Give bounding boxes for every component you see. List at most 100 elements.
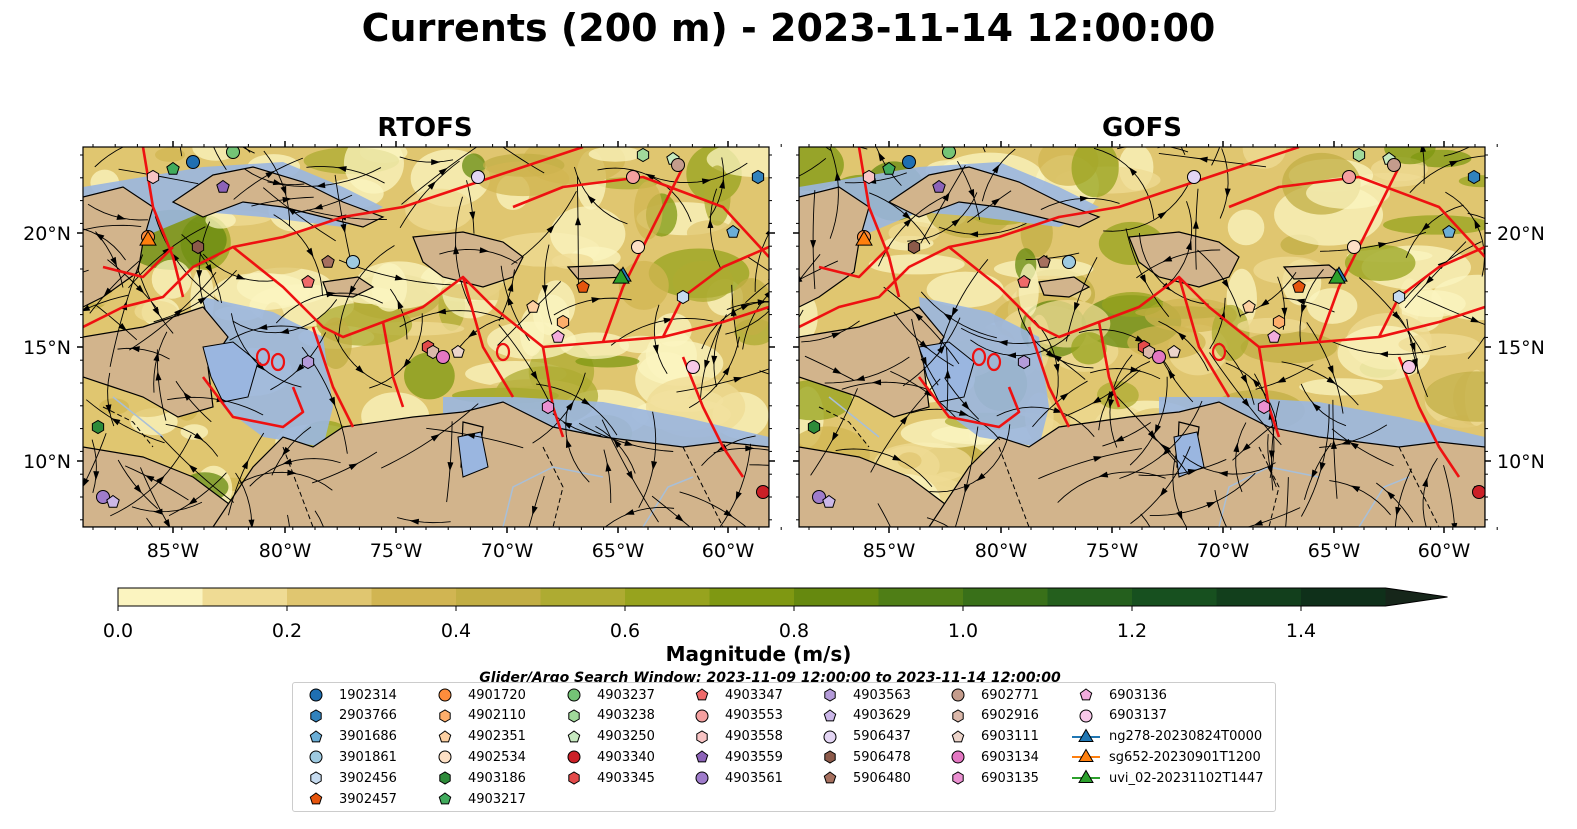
streamline	[124, 465, 189, 501]
streamline-arrow	[1474, 219, 1481, 229]
circle-marker	[951, 688, 965, 702]
hexagon-icon	[952, 709, 964, 723]
legend-item[interactable]: 6902916	[943, 706, 1039, 726]
streamline	[1300, 383, 1347, 427]
legend-item[interactable]: 6902771	[943, 685, 1039, 705]
legend-item[interactable]: uvi_02-20231102T1447	[1071, 768, 1263, 788]
legend-item[interactable]: 4903340	[559, 747, 655, 767]
legend-item[interactable]: 4903563	[815, 685, 911, 705]
legend-item[interactable]: 4901720	[430, 685, 526, 705]
legend-item[interactable]: 4903250	[559, 727, 655, 747]
streamline	[1376, 482, 1414, 523]
legend-item[interactable]: sg652-20230901T1200	[1071, 747, 1261, 767]
legend-item[interactable]: 6903111	[943, 727, 1039, 747]
streamline	[107, 372, 115, 427]
streamline-arrow	[1311, 469, 1318, 479]
hexagon-icon	[952, 771, 964, 785]
pentagon-icon	[823, 771, 837, 784]
streamline	[229, 325, 308, 341]
legend-item[interactable]: 5906478	[815, 747, 911, 767]
streamline	[713, 324, 722, 387]
streamline-arrow	[83, 231, 84, 234]
streamline-arrow	[436, 308, 447, 315]
hexagon-marker	[191, 239, 205, 255]
colorbar-bin	[118, 588, 203, 606]
streamline	[1172, 453, 1188, 527]
triangle-marker	[612, 268, 630, 284]
legend-item[interactable]: ng278-20230824T0000	[1071, 727, 1262, 747]
streamline	[799, 260, 839, 281]
streamline-arrow	[1154, 424, 1161, 434]
current-magnitude-patch	[476, 161, 570, 197]
streamline-arrow	[133, 484, 142, 494]
pentagon-marker	[309, 792, 323, 805]
streamline	[1445, 191, 1485, 277]
hexagon-icon	[568, 771, 580, 785]
pentagon-marker	[551, 329, 565, 343]
pentagon-marker	[309, 729, 323, 742]
streamline	[810, 388, 858, 476]
pentagon-marker	[822, 494, 836, 508]
legend-item[interactable]: 4903559	[687, 747, 783, 767]
streamline	[263, 150, 291, 227]
country-border	[998, 446, 1030, 527]
legend-item[interactable]: 3901861	[301, 747, 397, 767]
legend-item[interactable]: 4903347	[687, 685, 783, 705]
circle-marker	[309, 750, 323, 764]
legend-item[interactable]: 6903135	[943, 768, 1039, 788]
circle-marker	[346, 255, 360, 269]
streamline-arrow	[613, 439, 622, 448]
legend-item[interactable]: 6903136	[1071, 685, 1167, 705]
streamline-arrow	[279, 328, 290, 335]
streamline-arrow	[951, 218, 961, 227]
circle-marker	[671, 158, 685, 172]
streamline-arrow	[163, 519, 171, 527]
legend-item[interactable]: 1902314	[301, 685, 397, 705]
streamline-arrow	[969, 231, 979, 238]
hexagon-marker	[568, 709, 580, 723]
legend-item[interactable]: 4903558	[687, 727, 783, 747]
current-magnitude-patch	[1135, 306, 1229, 319]
streamline-arrow	[295, 363, 305, 373]
legend-item[interactable]: 2903766	[301, 706, 397, 726]
legend-item[interactable]: 4903237	[559, 685, 655, 705]
legend-item[interactable]: 3901686	[301, 727, 397, 747]
legend-item[interactable]: 6903134	[943, 747, 1039, 767]
pentagon-marker	[526, 299, 540, 313]
legend-label: 4902351	[468, 729, 526, 745]
map-panel-rtofs[interactable]: 85°W 80°W 75°W 70°W 65°W 60°W 20°N 15°N 10°N	[23, 87, 848, 614]
legend-item[interactable]: 3902457	[301, 789, 397, 809]
country-border	[102, 406, 154, 448]
streamline	[967, 190, 1012, 223]
legend-item[interactable]: 5906437	[815, 727, 911, 747]
streamline	[334, 174, 352, 264]
streamline-arrow	[976, 473, 986, 482]
land-mass	[799, 186, 870, 308]
streamline-arrow	[1106, 391, 1115, 401]
legend-label: ng278-20230824T0000	[1109, 729, 1263, 745]
legend-item[interactable]: 4903217	[430, 789, 526, 809]
map-panel-gofs[interactable]: 85°W 80°W 75°W 70°W 65°W 60°W 20°N 15°N 10°N	[726, 32, 1575, 621]
legend-item[interactable]: 4903186	[430, 768, 526, 788]
legend-item[interactable]: 5906480	[815, 768, 911, 788]
streamline-arrow	[1198, 156, 1208, 163]
streamline-arrow	[287, 469, 297, 476]
pentagon-marker	[823, 709, 837, 722]
legend-item[interactable]: 4903629	[815, 706, 911, 726]
legend-item[interactable]: 4903561	[687, 768, 783, 788]
legend-item[interactable]: 4903345	[559, 768, 655, 788]
streamline-arrow	[427, 181, 436, 190]
circle-marker	[471, 170, 485, 184]
legend-item[interactable]: 4902110	[430, 706, 526, 726]
legend-item[interactable]: 4903553	[687, 706, 783, 726]
legend-item[interactable]: 4903238	[559, 706, 655, 726]
legend-item[interactable]: 6903137	[1071, 706, 1167, 726]
legend-item[interactable]: 3902456	[301, 768, 397, 788]
streamline	[83, 269, 89, 273]
legend-item[interactable]: 4902534	[430, 747, 526, 767]
legend-item[interactable]: 4902351	[430, 727, 526, 747]
streamline-arrow	[306, 247, 314, 258]
colorbar-bin	[625, 588, 710, 606]
eez-loop	[986, 352, 1002, 372]
hexagon-marker	[824, 750, 836, 764]
